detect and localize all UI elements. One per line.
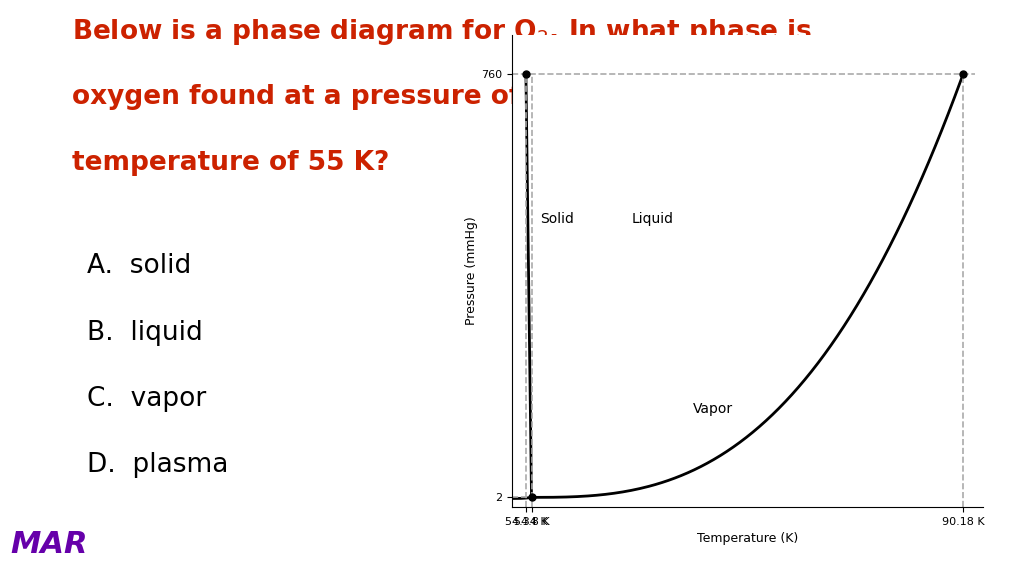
Text: oxygen found at a pressure of 1 mmHg and a: oxygen found at a pressure of 1 mmHg and… — [72, 84, 744, 109]
Y-axis label: Pressure (mmHg): Pressure (mmHg) — [465, 217, 478, 325]
Text: C.  vapor: C. vapor — [87, 386, 206, 412]
Text: MAR: MAR — [10, 530, 88, 559]
Text: Vapor: Vapor — [692, 402, 733, 416]
Text: temperature of 55 K?: temperature of 55 K? — [72, 150, 389, 176]
X-axis label: Temperature (K): Temperature (K) — [697, 532, 798, 545]
Text: A.  solid: A. solid — [87, 253, 191, 279]
Text: B.  liquid: B. liquid — [87, 320, 203, 346]
Text: Solid: Solid — [540, 212, 573, 226]
Text: D.  plasma: D. plasma — [87, 452, 228, 478]
Text: Liquid: Liquid — [632, 212, 674, 226]
Text: Below is a phase diagram for O$_2$. In what phase is: Below is a phase diagram for O$_2$. In w… — [72, 17, 812, 47]
